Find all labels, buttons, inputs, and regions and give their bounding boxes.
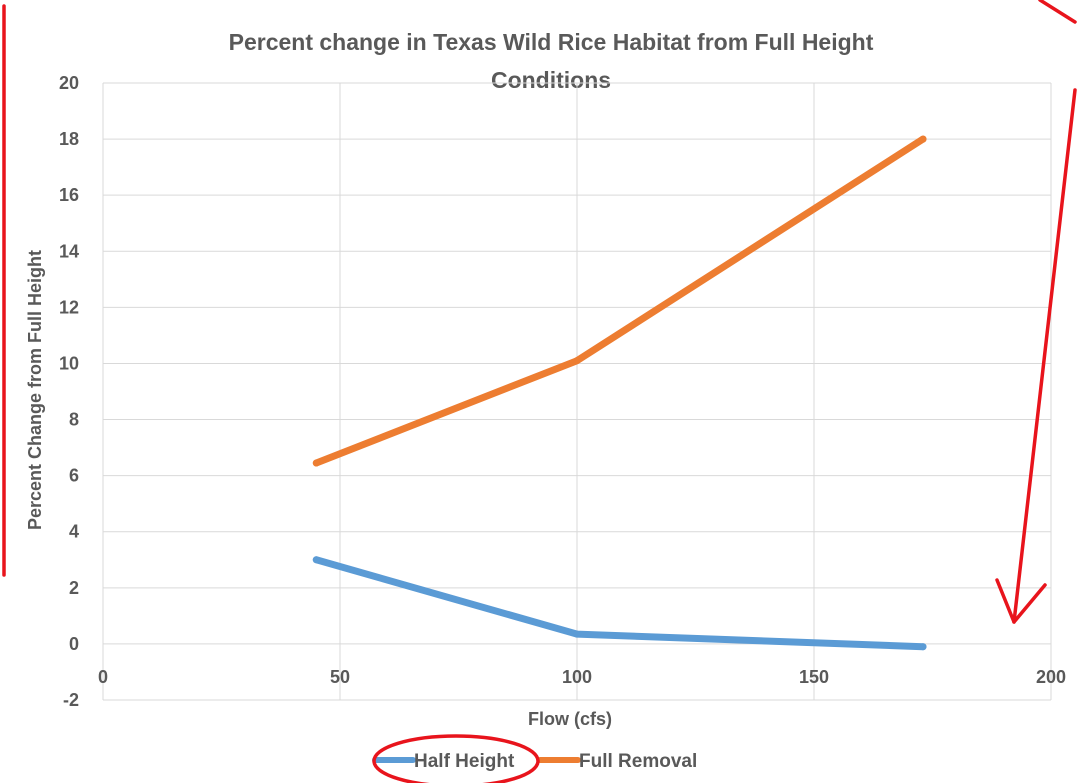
y-tick-label: 2 xyxy=(69,578,79,598)
legend-label-full-removal: Full Removal xyxy=(579,751,697,772)
y-axis-title: Percent Change from Full Height xyxy=(25,250,45,530)
legend-label-half-height: Half Height xyxy=(414,751,515,772)
data-point-half-height xyxy=(312,556,320,564)
x-axis-title: Flow (cfs) xyxy=(528,709,612,729)
y-tick-label: 16 xyxy=(59,185,79,205)
x-tick-label: 150 xyxy=(799,667,829,687)
y-tick-label: 10 xyxy=(59,353,79,373)
y-tick-label: 0 xyxy=(69,634,79,654)
x-tick-label: 100 xyxy=(562,667,592,687)
annotation-arrow xyxy=(995,0,1077,624)
x-tick-label: 0 xyxy=(98,667,108,687)
data-point-full-removal xyxy=(919,135,927,143)
y-tick-label: 4 xyxy=(69,522,79,542)
gridlines xyxy=(102,82,1052,701)
series-lines xyxy=(312,135,927,651)
data-point-half-height xyxy=(919,643,927,651)
y-tick-label: 18 xyxy=(59,129,79,149)
y-tick-label: 6 xyxy=(69,466,79,486)
y-tick-label: 12 xyxy=(59,297,79,317)
x-axis-tick-labels: 0 50 100 150 200 xyxy=(98,667,1066,687)
series-line-full-removal xyxy=(312,135,927,467)
annotation-legend-circle xyxy=(372,734,540,783)
series-line-half-height xyxy=(312,556,927,651)
legend: Half Height Full Removal xyxy=(372,751,697,772)
data-point-full-removal xyxy=(573,357,581,365)
chart-title-line-2: Conditions xyxy=(491,67,611,93)
y-tick-label: 14 xyxy=(59,241,79,261)
chart-title-line-1: Percent change in Texas Wild Rice Habita… xyxy=(229,29,874,55)
y-tick-label: -2 xyxy=(63,690,79,710)
data-point-half-height xyxy=(573,630,581,638)
x-tick-label: 50 xyxy=(330,667,350,687)
y-axis-tick-labels: -2 0 2 4 6 8 10 12 14 16 18 20 xyxy=(59,73,79,710)
y-tick-label: 8 xyxy=(69,410,79,430)
data-point-full-removal xyxy=(312,459,320,467)
y-tick-label: 20 xyxy=(59,73,79,93)
x-tick-label: 200 xyxy=(1036,667,1066,687)
